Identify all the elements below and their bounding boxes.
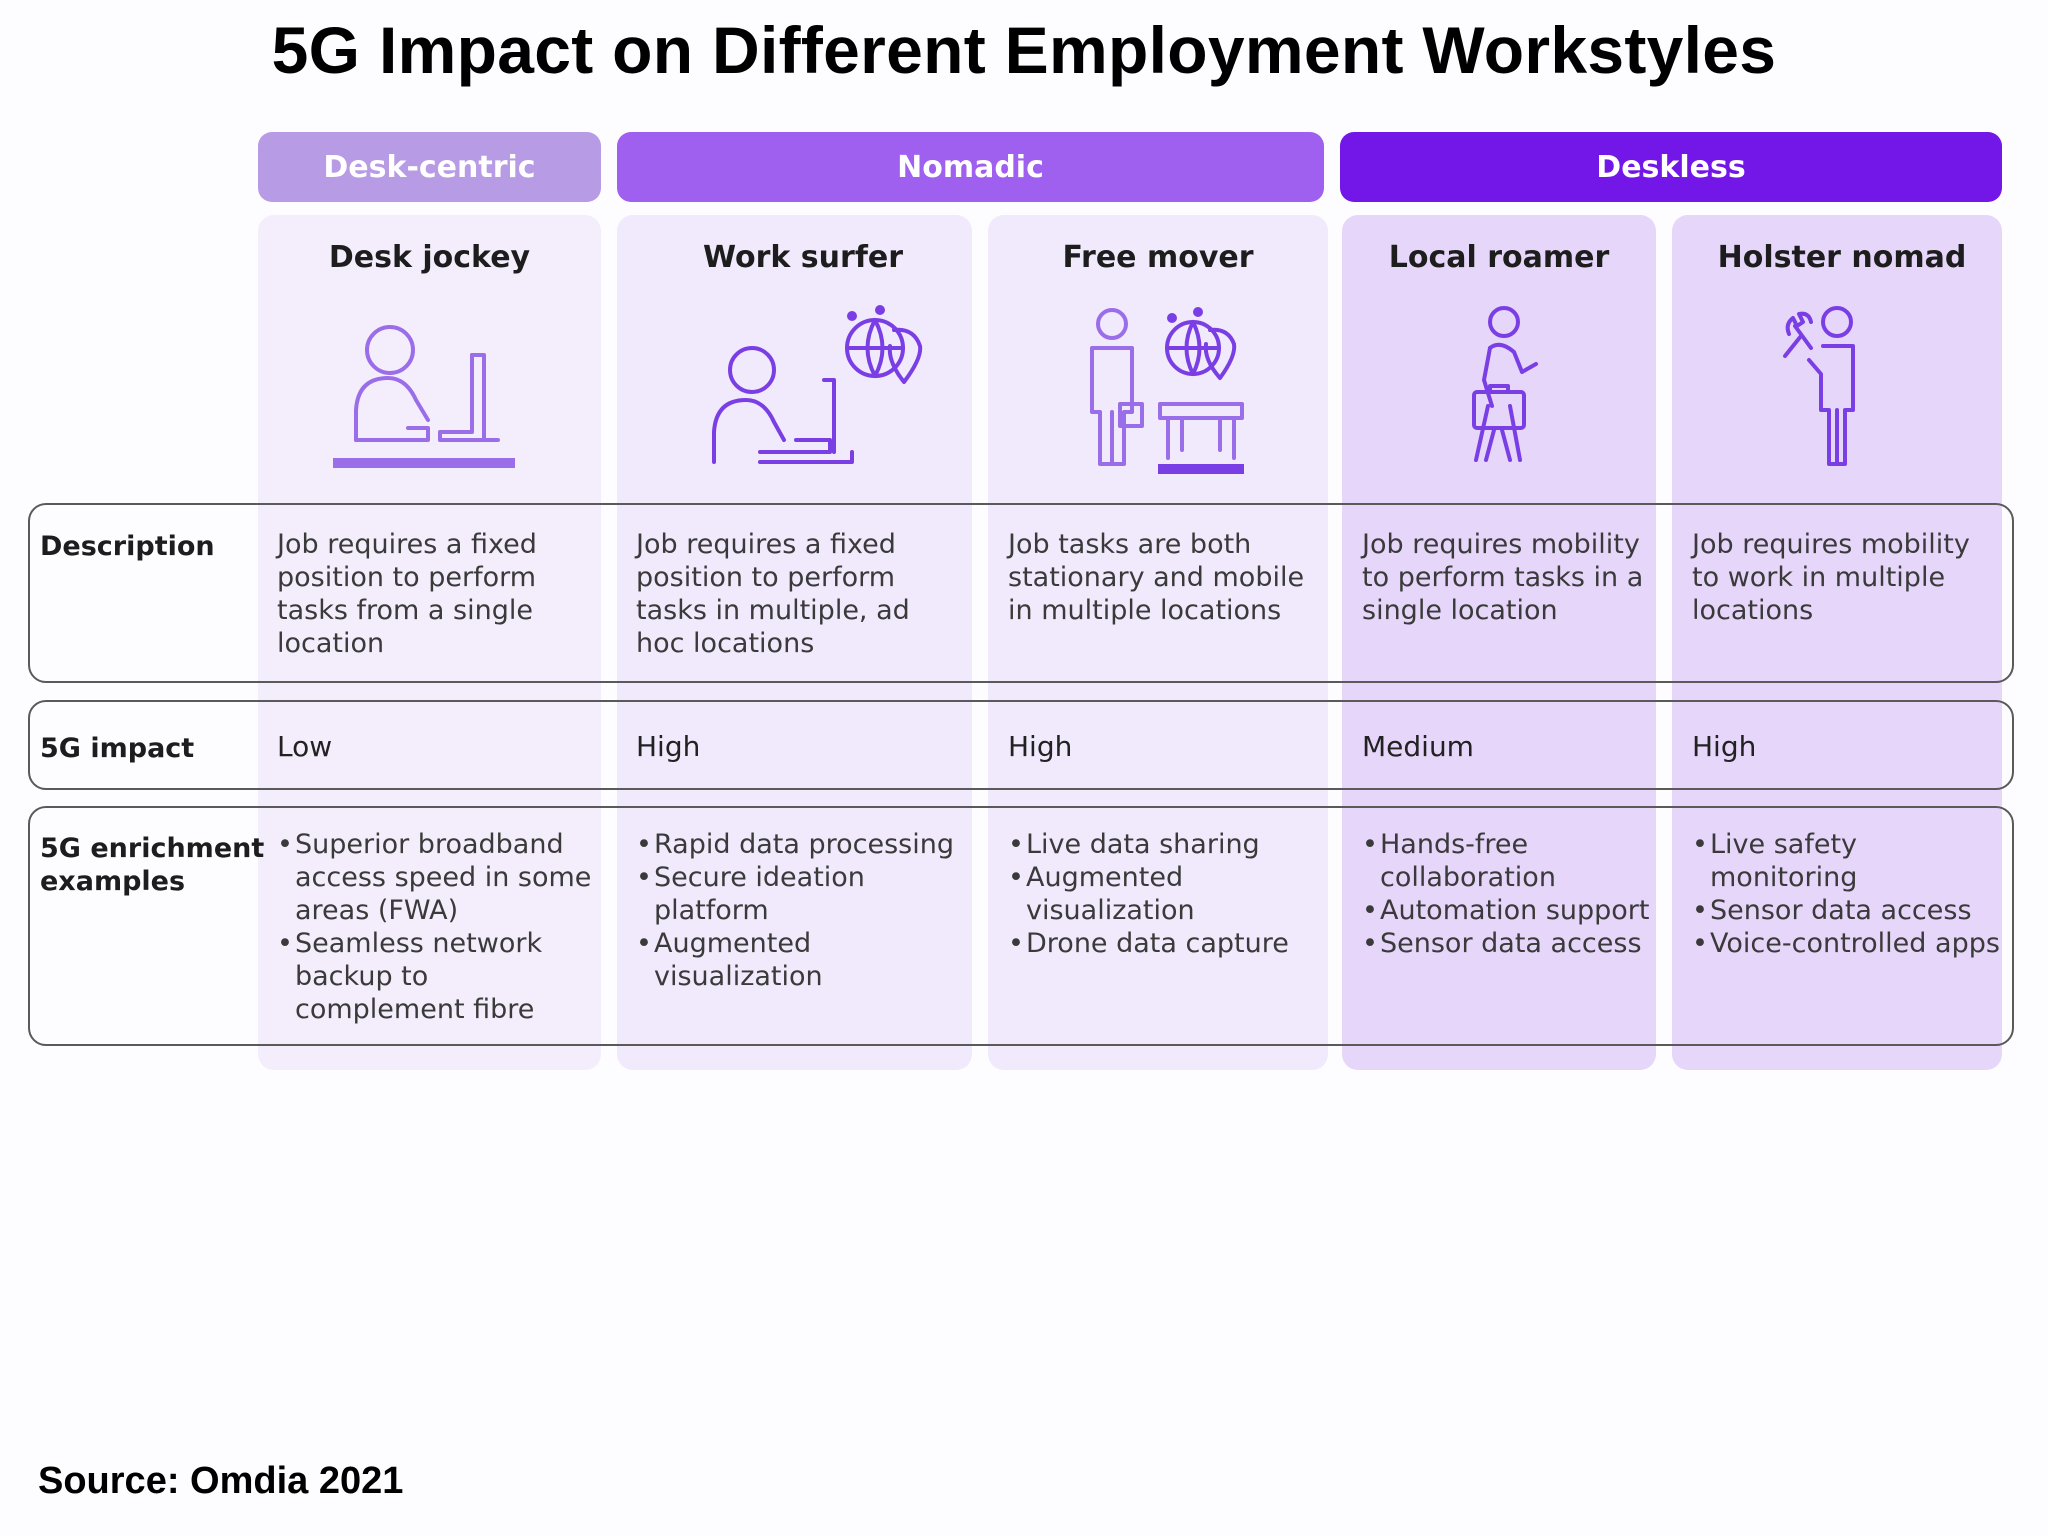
description-line: to work in multiple — [1692, 562, 1946, 593]
row-label-line: 5G enrichment — [40, 833, 265, 864]
description-line: tasks from a single — [277, 595, 533, 626]
enrichment-item: Superior broadband access speed in some … — [277, 828, 597, 927]
person-at-desk-icon — [333, 325, 515, 468]
person-with-briefcase-icon — [1472, 306, 1538, 462]
enrichment-item: Live safety monitoring — [1692, 828, 2007, 894]
enrichment-item: Augmented visualization — [1008, 861, 1318, 927]
enrichment-cell: Live safety monitoring Sensor data acces… — [1692, 828, 2007, 960]
impact-value: Medium — [1362, 730, 1474, 763]
enrichment-item: Secure ideation platform — [636, 861, 986, 927]
row-label-description: Description — [40, 531, 215, 562]
source-credit: Source: Omdia 2021 — [38, 1460, 404, 1502]
description-line: Job requires a fixed — [636, 529, 896, 560]
enrichment-item: Seamless network backup to complement fi… — [277, 927, 597, 1026]
row-label-5g-impact: 5G impact — [40, 733, 195, 764]
group-nomadic: Nomadic — [617, 132, 1324, 202]
enrichment-cell: Rapid data processing Secure ideation pl… — [636, 828, 986, 993]
enrichment-item: Voice-controlled apps — [1692, 927, 2007, 960]
description-line: Job tasks are both — [1008, 529, 1252, 560]
description-row-box — [28, 503, 2014, 683]
impact-row-box — [28, 700, 2014, 790]
description-cell: Job requires a fixed position to perform… — [277, 528, 587, 660]
column-title: Holster nomad — [1717, 240, 1967, 275]
enrichment-cell: Live data sharing Augmented visualizatio… — [1008, 828, 1318, 960]
person-standing-table-globe-icon — [1090, 307, 1244, 474]
description-line: Job requires mobility — [1692, 529, 1970, 560]
description-line: position to perform — [277, 562, 537, 593]
enrichment-item: Augmented visualization — [636, 927, 986, 993]
description-line: hoc locations — [636, 628, 815, 659]
description-line: Job requires mobility — [1362, 529, 1640, 560]
row-label-5g-enrichment: 5G enrichment examples — [40, 832, 264, 898]
column-title: Work surfer — [702, 240, 904, 275]
group-deskless: Deskless — [1340, 132, 2002, 202]
enrichment-cell: Hands-free collaboration Automation supp… — [1362, 828, 1662, 960]
description-line: to perform tasks in a — [1362, 562, 1644, 593]
person-with-wrench-icon — [1783, 306, 1855, 466]
column-title: Local roamer — [1388, 240, 1610, 275]
enrichment-item: Drone data capture — [1008, 927, 1318, 960]
enrichment-item: Sensor data access — [1362, 927, 1662, 960]
description-line: single location — [1362, 595, 1558, 626]
person-at-laptop-globe-icon — [712, 305, 923, 464]
column-title: Desk jockey — [328, 240, 531, 275]
column-title: Free mover — [1062, 240, 1254, 275]
description-cell: Job requires a fixed position to perform… — [636, 528, 966, 660]
group-label: Desk-centric — [323, 149, 536, 185]
description-line: position to perform — [636, 562, 896, 593]
group-desk-centric: Desk-centric — [258, 132, 601, 202]
description-line: stationary and mobile — [1008, 562, 1305, 593]
row-label-line: examples — [40, 866, 186, 897]
page-title: 5G Impact on Different Employment Workst… — [271, 13, 1777, 87]
impact-value: High — [636, 730, 701, 763]
enrichment-item: Live data sharing — [1008, 828, 1318, 861]
enrichment-item: Sensor data access — [1692, 894, 2007, 927]
description-line: tasks in multiple, ad — [636, 595, 910, 626]
description-cell: Job requires mobility to work in multipl… — [1692, 528, 2002, 627]
impact-value: High — [1008, 730, 1073, 763]
description-line: Job requires a fixed — [277, 529, 537, 560]
description-line: locations — [1692, 595, 1814, 626]
enrichment-item: Rapid data processing — [636, 828, 986, 861]
description-cell: Job requires mobility to perform tasks i… — [1362, 528, 1662, 627]
enrichment-row-box — [28, 806, 2014, 1046]
impact-value: Low — [277, 730, 333, 763]
description-line: in multiple locations — [1008, 595, 1282, 626]
enrichment-cell: Superior broadband access speed in some … — [277, 828, 597, 1026]
enrichment-item: Automation support — [1362, 894, 1662, 927]
description-cell: Job tasks are both stationary and mobile… — [1008, 528, 1328, 627]
description-line: location — [277, 628, 385, 659]
enrichment-item: Hands-free collaboration — [1362, 828, 1662, 894]
group-label: Nomadic — [897, 149, 1044, 185]
impact-value: High — [1692, 730, 1757, 763]
group-label: Deskless — [1596, 149, 1746, 185]
